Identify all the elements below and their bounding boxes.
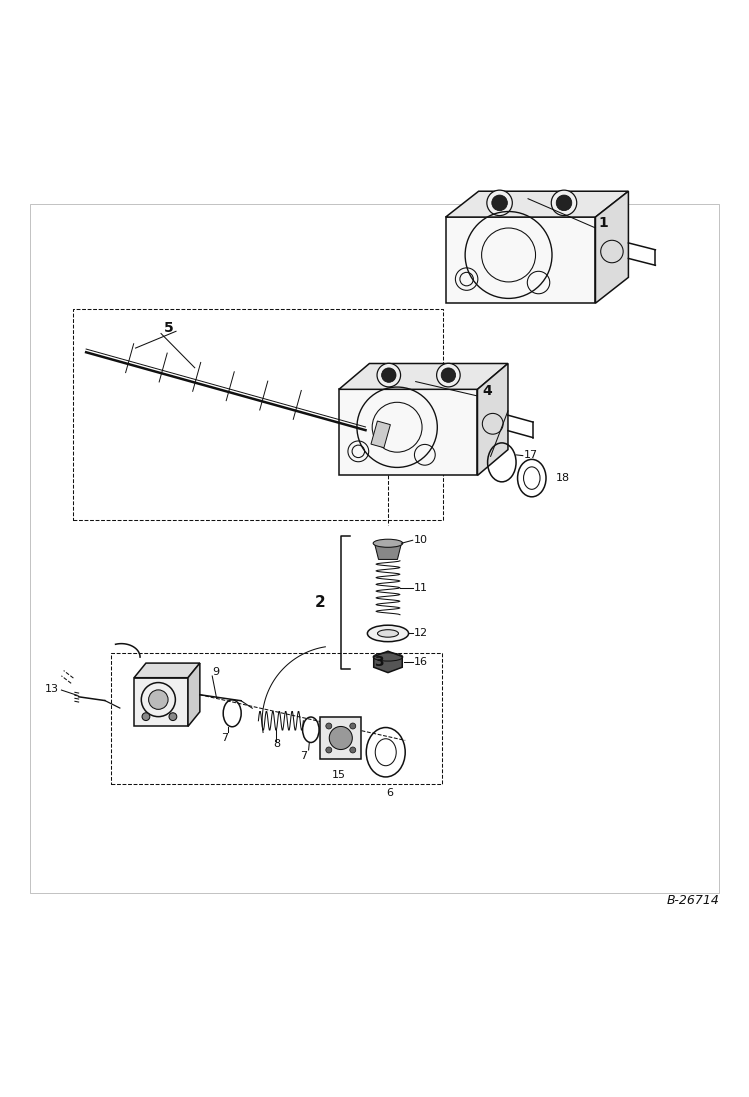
Polygon shape: [134, 678, 188, 726]
Polygon shape: [371, 421, 390, 448]
Text: 6: 6: [386, 789, 393, 799]
Text: 13: 13: [45, 685, 59, 694]
Text: 18: 18: [556, 473, 570, 483]
Circle shape: [142, 713, 150, 721]
Polygon shape: [374, 652, 402, 672]
Text: 7: 7: [221, 733, 228, 743]
Text: 10: 10: [414, 534, 428, 544]
Circle shape: [557, 195, 571, 211]
Text: 5: 5: [163, 320, 174, 335]
Bar: [321, 717, 361, 759]
Text: B-26714: B-26714: [666, 894, 719, 906]
Polygon shape: [339, 363, 508, 389]
Polygon shape: [339, 389, 478, 475]
Polygon shape: [374, 543, 401, 559]
Circle shape: [487, 190, 512, 216]
Circle shape: [350, 747, 356, 753]
Circle shape: [326, 723, 332, 730]
Circle shape: [330, 726, 352, 749]
Text: 3: 3: [374, 655, 384, 669]
Circle shape: [437, 363, 460, 387]
Polygon shape: [478, 363, 508, 475]
Circle shape: [169, 713, 177, 721]
Text: 15: 15: [332, 770, 345, 780]
Text: 12: 12: [414, 629, 428, 638]
Circle shape: [441, 367, 455, 383]
Circle shape: [350, 723, 356, 730]
Text: 17: 17: [524, 450, 539, 460]
Ellipse shape: [373, 540, 403, 547]
Ellipse shape: [377, 630, 398, 637]
Text: 16: 16: [414, 657, 428, 667]
Circle shape: [551, 190, 577, 216]
Polygon shape: [134, 663, 200, 678]
Text: 8: 8: [273, 739, 280, 749]
Circle shape: [381, 367, 396, 383]
Polygon shape: [446, 191, 628, 217]
Text: 4: 4: [482, 384, 492, 398]
Polygon shape: [188, 663, 200, 726]
Text: 9: 9: [212, 667, 219, 677]
Circle shape: [492, 195, 507, 211]
Circle shape: [148, 690, 168, 710]
Polygon shape: [595, 191, 628, 303]
Circle shape: [377, 363, 401, 387]
Text: 2: 2: [315, 595, 325, 610]
Circle shape: [326, 747, 332, 753]
Text: 7: 7: [300, 751, 307, 761]
Polygon shape: [446, 217, 595, 303]
Text: 11: 11: [414, 583, 428, 592]
Ellipse shape: [367, 625, 409, 642]
Text: 1: 1: [598, 216, 608, 229]
